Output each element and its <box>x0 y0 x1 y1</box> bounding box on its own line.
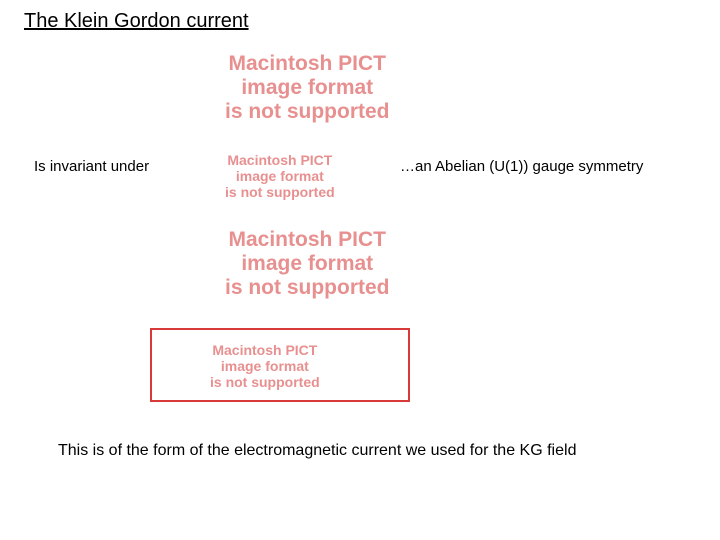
pict-placeholder-2: Macintosh PICT image format is not suppo… <box>225 152 335 200</box>
page-title: The Klein Gordon current <box>24 10 249 33</box>
pict-placeholder-3: Macintosh PICT image format is not suppo… <box>225 228 390 300</box>
symmetry-text: …an Abelian (U(1)) gauge symmetry <box>400 158 643 175</box>
conclusion-text: This is of the form of the electromagnet… <box>58 442 576 460</box>
pict-placeholder-1: Macintosh PICT image format is not suppo… <box>225 52 390 124</box>
invariant-text: Is invariant under <box>34 158 149 175</box>
pict-placeholder-4: Macintosh PICT image format is not suppo… <box>210 342 320 390</box>
